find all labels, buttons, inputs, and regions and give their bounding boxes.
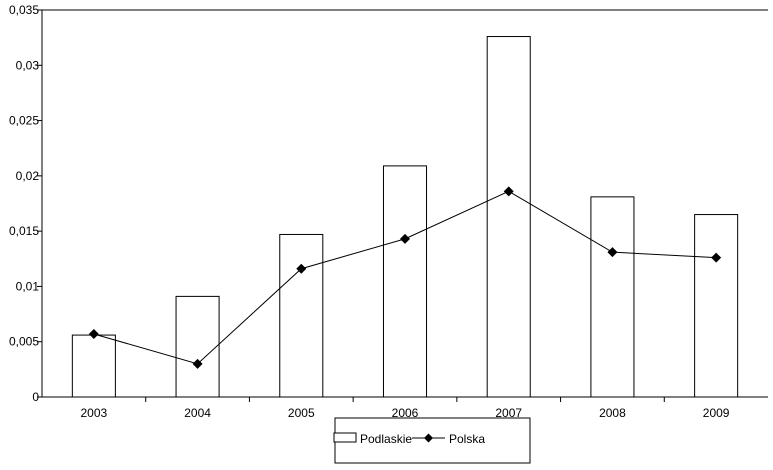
legend-label-podlaskie: Podlaskie: [360, 432, 412, 446]
bar: [695, 215, 738, 397]
legend-swatch-podlaskie: [334, 433, 356, 442]
bar: [72, 335, 115, 397]
y-tick-label: 0,015: [9, 224, 39, 238]
y-tick-label: 0,035: [9, 3, 39, 17]
bar: [487, 37, 530, 397]
y-tick-label: 0,02: [16, 169, 40, 183]
x-tick-label: 2003: [81, 406, 108, 420]
legend-marker-polska: [424, 434, 433, 443]
legend: Podlaskie Polska: [334, 418, 530, 463]
y-tick-label: 0,01: [16, 279, 40, 293]
x-tick-label: 2004: [184, 406, 211, 420]
bar: [591, 197, 634, 397]
x-tick-label: 2009: [703, 406, 730, 420]
y-tick-label: 0,005: [9, 335, 39, 349]
legend-label-polska: Polska: [449, 432, 485, 446]
bar: [383, 166, 426, 397]
bar: [280, 234, 323, 397]
y-tick-label: 0,03: [16, 58, 40, 72]
bar: [176, 296, 219, 397]
x-tick-label: 2008: [599, 406, 626, 420]
x-tick-label: 2005: [288, 406, 315, 420]
y-tick-label: 0,025: [9, 114, 39, 128]
y-tick-label: 0: [32, 390, 39, 404]
bars: [72, 37, 737, 397]
